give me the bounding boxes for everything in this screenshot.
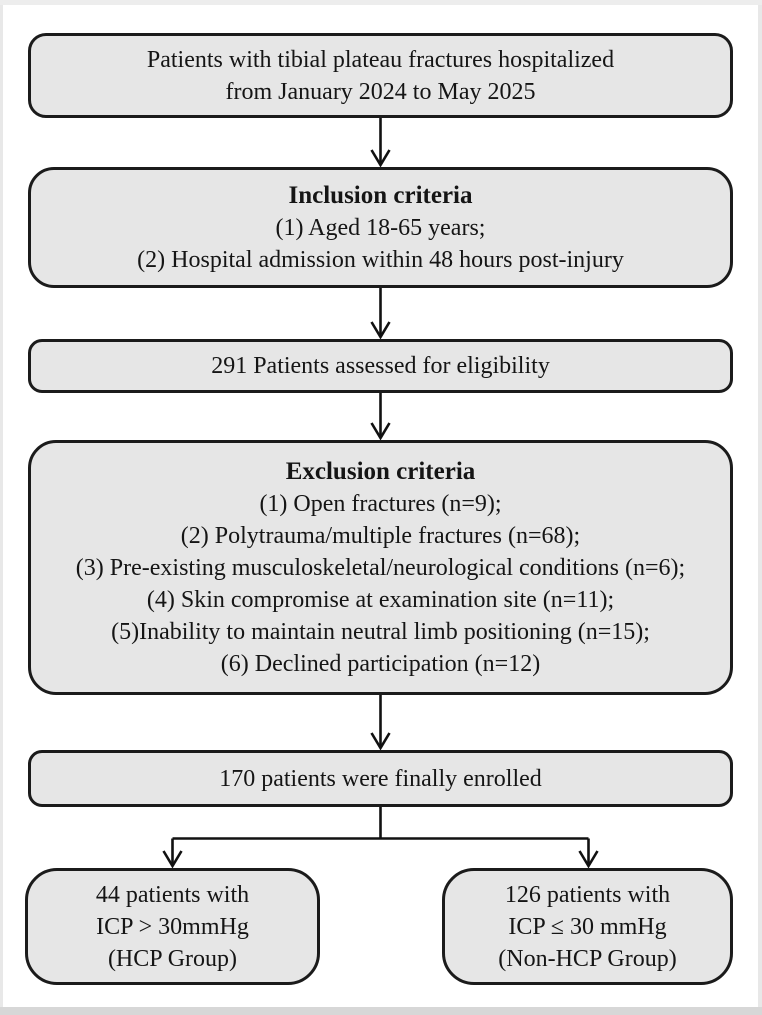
non-hcp-group-line-1: 126 patients with bbox=[504, 881, 671, 908]
arrow-down-icon-3 bbox=[370, 393, 391, 441]
hcp-group-line-2: ICP > 30mmHg bbox=[96, 913, 249, 940]
inclusion-criteria-title: Inclusion criteria bbox=[288, 181, 473, 209]
branch-connector bbox=[162, 807, 599, 869]
flow-box-hcp-group: 44 patients with ICP > 30mmHg (HCP Group… bbox=[25, 868, 320, 985]
inclusion-item-2: (2) Hospital admission within 48 hours p… bbox=[137, 246, 624, 273]
population-line-2: from January 2024 to May 2025 bbox=[225, 78, 536, 105]
exclusion-item-5: (5)Inability to maintain neutral limb po… bbox=[111, 618, 650, 645]
exclusion-item-1: (1) Open fractures (n=9); bbox=[259, 490, 502, 517]
flow-box-finally-enrolled: 170 patients were finally enrolled bbox=[28, 750, 733, 807]
arrow-down-icon-1 bbox=[370, 118, 391, 168]
hcp-group-line-3: (HCP Group) bbox=[107, 945, 238, 972]
hcp-group-line-1: 44 patients with bbox=[95, 881, 250, 908]
flow-box-assessed-for-eligibility: 291 Patients assessed for eligibility bbox=[28, 339, 733, 393]
flow-box-non-hcp-group: 126 patients with ICP ≤ 30 mmHg (Non-HCP… bbox=[442, 868, 733, 985]
exclusion-item-6: (6) Declined participation (n=12) bbox=[220, 650, 541, 677]
exclusion-item-3: (3) Pre-existing musculoskeletal/neurolo… bbox=[75, 554, 686, 581]
exclusion-item-2: (2) Polytrauma/multiple fractures (n=68)… bbox=[180, 522, 581, 549]
flow-box-inclusion-criteria: Inclusion criteria (1) Aged 18-65 years;… bbox=[28, 167, 733, 288]
non-hcp-group-line-3: (Non-HCP Group) bbox=[498, 945, 677, 972]
non-hcp-group-line-2: ICP ≤ 30 mmHg bbox=[508, 913, 667, 940]
assessed-text: 291 Patients assessed for eligibility bbox=[211, 353, 550, 379]
flow-box-exclusion-criteria: Exclusion criteria (1) Open fractures (n… bbox=[28, 440, 733, 695]
enrolled-text: 170 patients were finally enrolled bbox=[219, 765, 542, 792]
flow-box-source-population: Patients with tibial plateau fractures h… bbox=[28, 33, 733, 118]
population-line-1: Patients with tibial plateau fractures h… bbox=[146, 46, 615, 73]
inclusion-item-1: (1) Aged 18-65 years; bbox=[275, 214, 486, 241]
arrow-down-icon-4 bbox=[370, 695, 391, 751]
arrow-down-icon-2 bbox=[370, 288, 391, 340]
exclusion-criteria-title: Exclusion criteria bbox=[285, 457, 476, 485]
exclusion-item-4: (4) Skin compromise at examination site … bbox=[146, 586, 615, 613]
